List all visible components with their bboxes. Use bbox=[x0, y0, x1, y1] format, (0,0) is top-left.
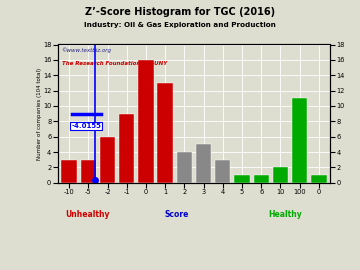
Bar bbox=[177, 152, 192, 183]
Text: Score: Score bbox=[164, 211, 188, 220]
Bar bbox=[292, 98, 307, 183]
Text: -4.0155: -4.0155 bbox=[72, 123, 102, 129]
Bar bbox=[119, 114, 134, 183]
Bar bbox=[215, 160, 230, 183]
Text: Z’-Score Histogram for TGC (2016): Z’-Score Histogram for TGC (2016) bbox=[85, 7, 275, 17]
Y-axis label: Number of companies (104 total): Number of companies (104 total) bbox=[37, 68, 42, 160]
Text: The Research Foundation of SUNY: The Research Foundation of SUNY bbox=[62, 61, 167, 66]
Text: Unhealthy: Unhealthy bbox=[65, 211, 109, 220]
Bar bbox=[138, 60, 154, 183]
Text: ©www.textbiz.org: ©www.textbiz.org bbox=[62, 47, 112, 53]
Bar bbox=[273, 167, 288, 183]
Bar bbox=[234, 175, 250, 183]
Text: Healthy: Healthy bbox=[268, 211, 302, 220]
Bar bbox=[100, 137, 115, 183]
Bar bbox=[311, 175, 327, 183]
Bar bbox=[196, 144, 211, 183]
Bar bbox=[253, 175, 269, 183]
Bar bbox=[62, 160, 77, 183]
Text: Industry: Oil & Gas Exploration and Production: Industry: Oil & Gas Exploration and Prod… bbox=[84, 22, 276, 28]
Bar bbox=[157, 83, 173, 183]
Bar bbox=[81, 160, 96, 183]
